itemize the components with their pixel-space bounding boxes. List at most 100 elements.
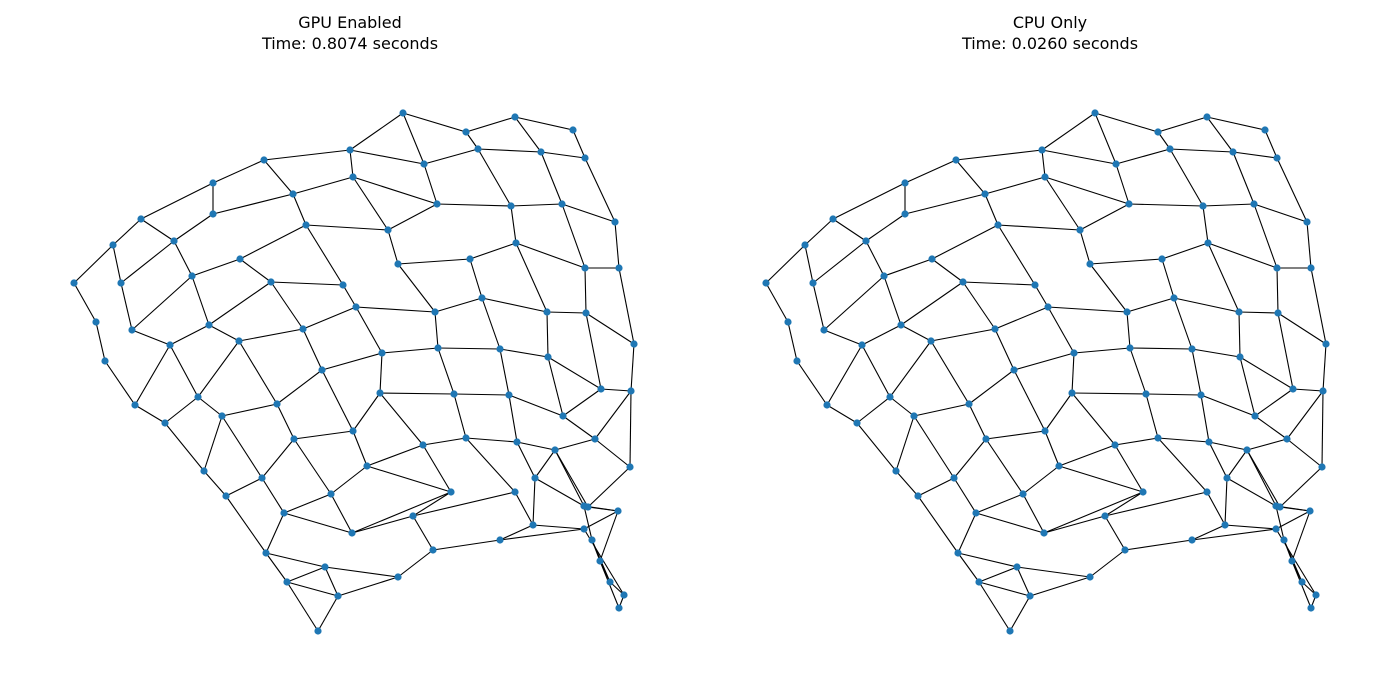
graph-edge [804,218,834,246]
graph-node [299,325,307,333]
graph-edge [134,404,166,424]
graph-edge [1264,129,1278,159]
graph-edge [1071,352,1075,394]
graph-edge [534,449,556,479]
graph-edge [305,224,344,286]
graph-edge [412,491,452,517]
graph-edge [1022,493,1045,534]
graph-node [606,578,614,586]
graph-node [283,578,291,586]
graph-edge [352,176,389,231]
graph-node [1154,128,1162,136]
graph-edge [1322,343,1327,392]
graph-node [166,341,174,349]
graph-edge [889,396,915,417]
graph-edge [387,203,438,231]
graph-node [419,441,427,449]
graph-edge [286,581,339,597]
graph-edge [900,281,964,326]
graph-edge [1191,348,1241,358]
graph-edge [931,258,964,283]
graph-node [1126,344,1134,352]
graph-edge [1207,242,1240,313]
graph-node [1091,109,1099,117]
graph-node [496,345,504,353]
graph-edge [355,306,436,313]
graph-node [1289,385,1297,393]
graph-edge [1058,444,1116,467]
graph-edge [423,148,479,165]
graph-edge [510,205,517,244]
graph-edge [1191,348,1202,396]
graph-edge [812,240,867,284]
graph-node [462,434,470,442]
graph-edge [261,438,295,479]
graph-edge [412,515,434,551]
graph-node [1040,529,1048,537]
graph-edge [904,193,986,215]
graph-edge [265,552,326,568]
graph-node [1272,525,1280,533]
graph-node [901,179,909,187]
graph-node [409,512,417,520]
graph-edge [453,393,467,439]
graph-node [496,536,504,544]
graph-node [569,126,577,134]
graph-edge [286,566,326,583]
graph-node [131,401,139,409]
graph-node [420,160,428,168]
graph-edge [554,438,596,451]
graph-edge [1310,267,1327,345]
graph-edge [865,213,906,242]
graph-edge [1126,311,1131,349]
graph-node [1070,349,1078,357]
graph-node [384,226,392,234]
graph-edge [131,275,193,331]
graph-edge [1291,510,1311,562]
graph-edge [212,159,265,184]
graph-node [205,321,213,329]
graph-edge [1044,392,1073,432]
graph-edge [787,321,798,362]
graph-edge [366,465,452,493]
graph-node [1031,281,1039,289]
graph-edge [1115,163,1130,205]
graph-node [580,525,588,533]
graph-edge [1157,116,1208,133]
graph-edge [985,430,1046,440]
graph-edge [225,495,267,554]
graph-edge [955,159,986,195]
graph-edge [381,347,439,354]
graph-edge [397,549,434,578]
graph-edge [321,352,383,371]
graph-node [927,337,935,345]
graph-edge [239,224,307,260]
graph-edge [453,393,510,396]
graph-node [258,474,266,482]
graph-edge [599,510,619,562]
graph-edge [1200,394,1256,417]
graph-edge [302,328,323,371]
graph-node [194,393,202,401]
graph-node [1306,507,1314,515]
graph-edge [1306,221,1312,269]
graph-edge [352,392,381,432]
graph-node [1288,557,1296,565]
graph-node [1203,113,1211,121]
graph-edge [953,477,977,514]
graph-node [474,145,482,153]
graph-edge [583,505,593,541]
graph-edge [203,415,223,472]
graph-node [1276,503,1284,511]
graph-node [466,255,474,263]
graph-edge [349,149,354,178]
graph-edge [352,176,438,205]
graph-node [1111,441,1119,449]
graph-node [596,557,604,565]
graph-edge [587,466,631,508]
graph-node [1076,226,1084,234]
graph-edge [140,218,175,242]
graph-node [200,467,208,475]
graph-edge [1208,441,1228,479]
graph-edge [342,284,357,308]
